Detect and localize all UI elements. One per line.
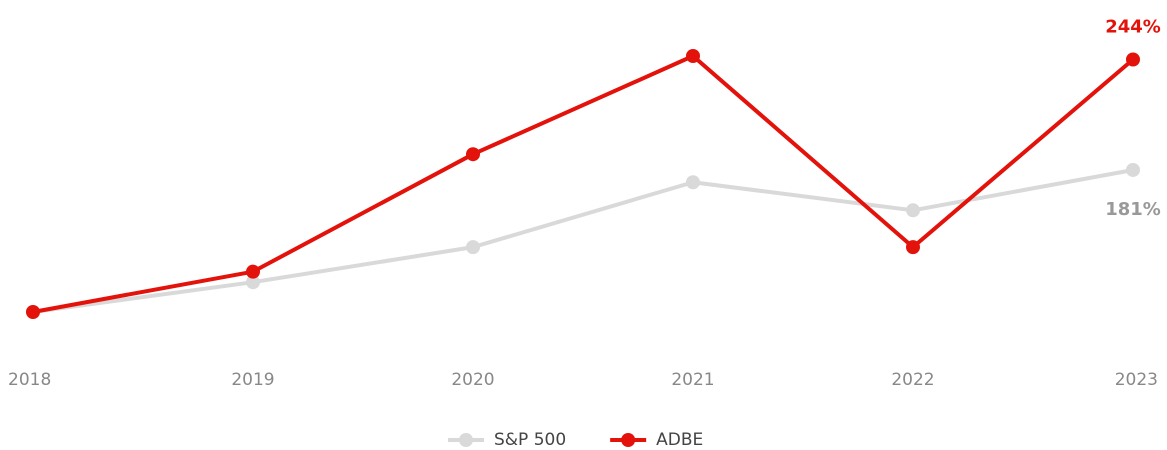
x-tick-label: 2018 (8, 370, 51, 390)
point (906, 240, 920, 255)
legend-label: S&P 500 (494, 430, 566, 450)
point (246, 264, 260, 279)
data-label: 244% (1105, 17, 1161, 38)
point (686, 49, 700, 63)
x-tick-label: 2022 (891, 370, 934, 390)
series-line (32, 168, 1134, 314)
data-label: 181% (1105, 199, 1161, 220)
point (906, 203, 920, 218)
legend-marker (621, 433, 636, 447)
x-tick-label: 2020 (451, 370, 494, 390)
point (466, 240, 480, 255)
point (686, 175, 700, 190)
point (1126, 162, 1140, 177)
legend-marker (459, 433, 473, 447)
point (26, 305, 40, 319)
x-tick-label: 2021 (671, 370, 714, 390)
x-tick-label: 2023 (1115, 370, 1158, 390)
x-tick-label: 2019 (231, 370, 274, 390)
point (466, 147, 480, 162)
point (1126, 52, 1140, 67)
series-line (32, 54, 1135, 314)
point (246, 275, 260, 290)
legend-label: ADBE (656, 430, 703, 450)
